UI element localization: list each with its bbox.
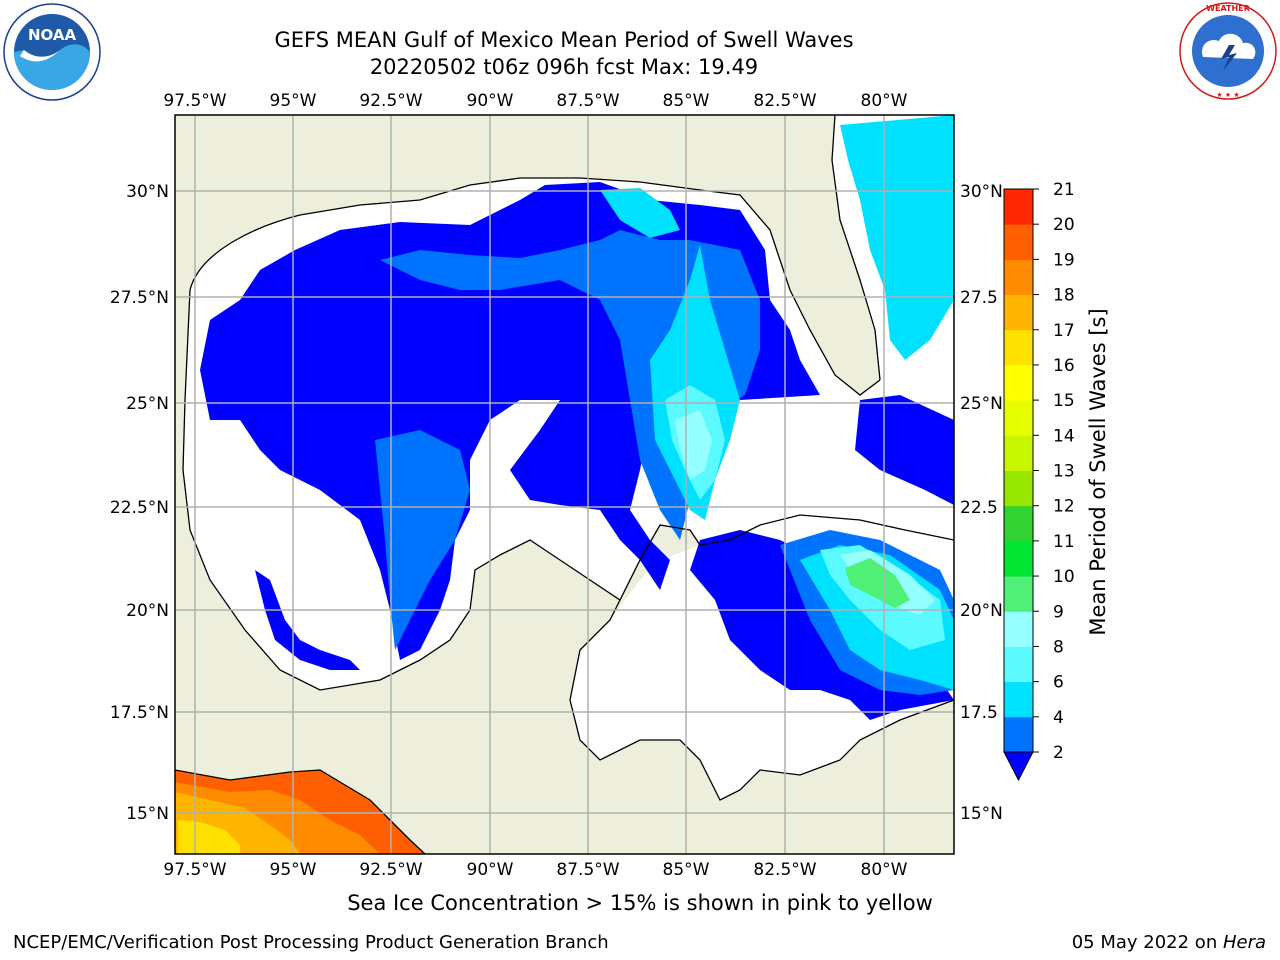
colorbar-segment (1004, 505, 1033, 542)
map-grid (175, 115, 954, 854)
colorbar-tick-label: 11 (1053, 532, 1075, 552)
colorbar-segment (1004, 189, 1033, 225)
colorbar-tick-label: 4 (1053, 708, 1064, 728)
map-frame (174, 114, 955, 855)
colorbar-tick-label: 18 (1053, 286, 1075, 306)
colorbar-segment (1004, 611, 1033, 647)
lon-label: 87.5°W (556, 860, 619, 880)
colorbar-segment (1004, 646, 1033, 683)
lat-label: 30°N (126, 182, 169, 202)
lat-label: 20°N (960, 601, 1003, 621)
colorbar-tick-label: 19 (1053, 250, 1075, 270)
colorbar-segment (1004, 224, 1033, 260)
colorbar-tick-label: 12 (1053, 497, 1075, 517)
svg-text:★ ★ ★: ★ ★ ★ (1216, 91, 1239, 99)
lat-label: 17.5 (960, 703, 998, 723)
colorbar-segment (1004, 716, 1033, 753)
date-text: 05 May 2022 on (1071, 932, 1223, 953)
nws-logo: WEATHER ★ ★ ★ (1179, 2, 1277, 100)
colorbar-segment (1004, 576, 1033, 612)
lon-labels-bottom: 97.5°W 95°W 92.5°W 90°W 87.5°W 85°W 82.5… (163, 860, 907, 880)
colorbar-tick-label: 17 (1053, 321, 1075, 341)
lat-label: 27.5°N (110, 288, 169, 308)
colorbar-segment (1004, 435, 1033, 471)
map-subtitle: 20220502 t06z 096h fcst Max: 19.49 (369, 55, 759, 79)
lon-label: 97.5°W (163, 860, 226, 880)
lon-label: 85°W (663, 860, 710, 880)
colorbar-tick-label: 10 (1053, 567, 1075, 587)
swell-region-4-6s-north (600, 188, 680, 238)
lon-label: 92.5°W (359, 91, 422, 111)
colorbar-segment (1004, 540, 1033, 577)
lat-label: 25°N (126, 394, 169, 414)
colorbar-segment (1004, 400, 1033, 436)
swell-region-2-4s-west (375, 430, 470, 650)
swell-region-blue-east (855, 395, 954, 505)
lon-label: 92.5°W (359, 860, 422, 880)
lat-label: 20°N (126, 601, 169, 621)
florida-coastline (831, 115, 881, 381)
colorbar-segment (1004, 364, 1033, 401)
colorbar-segment (1004, 470, 1033, 507)
svg-text:WEATHER: WEATHER (1206, 4, 1250, 13)
lon-label: 97.5°W (163, 91, 226, 111)
lat-label: 22.5 (960, 498, 998, 518)
sea-ice-note: Sea Ice Concentration > 15% is shown in … (347, 891, 933, 915)
swell-region-2-4s (380, 230, 760, 540)
colorbar-segment (1004, 294, 1033, 331)
swell-region-blue-southwest (255, 570, 360, 670)
colorbar-tick-label: 2 (1053, 743, 1064, 763)
colorbar-segment (1004, 329, 1033, 366)
lat-label: 15°N (126, 804, 169, 824)
colorbar-tick-label: 20 (1053, 215, 1075, 235)
machine-name: Hera (1222, 932, 1266, 953)
lat-label: 27.5 (960, 288, 998, 308)
lat-label: 30°N (960, 182, 1003, 202)
lat-label: 22.5°N (110, 498, 169, 518)
colorbar-segment (1004, 259, 1033, 296)
colorbar-tick-label: 9 (1053, 602, 1064, 622)
lon-label: 85°W (663, 91, 710, 111)
lon-label: 82.5°W (753, 860, 816, 880)
colorbar-tick-label: 8 (1053, 637, 1064, 657)
lat-label: 15°N (960, 804, 1003, 824)
colorbar-segment (1004, 681, 1033, 718)
swell-region-8-9s (675, 410, 712, 480)
colorbar-tick-label: 6 (1053, 673, 1064, 693)
swell-region-pacific-16s (178, 820, 240, 854)
colorbar-tick-label: 13 (1053, 462, 1075, 482)
lon-label: 90°W (467, 91, 514, 111)
swell-region-4-6s-atlantic (840, 115, 954, 360)
lat-label: 25°N (960, 394, 1003, 414)
lon-label: 95°W (270, 91, 317, 111)
colorbar-extend (1003, 751, 1034, 782)
lon-label: 90°W (467, 860, 514, 880)
gulf-coastline (182, 177, 954, 691)
lon-labels-top: 97.5°W 95°W 92.5°W 90°W 87.5°W 85°W 82.5… (163, 91, 907, 111)
lat-label: 17.5°N (110, 703, 169, 723)
pacific-coastline (175, 769, 426, 854)
colorbar-tick-label: 21 (1053, 180, 1075, 200)
colorbar: 2 4 6 8 9 10 11 12 13 14 15 16 17 18 19 20 21 (1003, 180, 1075, 782)
swell-region-9-10s (845, 558, 910, 608)
lon-label: 80°W (861, 860, 908, 880)
lon-label: 82.5°W (753, 91, 816, 111)
yucatan-coastline (569, 599, 954, 801)
colorbar-tick-label: 16 (1053, 356, 1075, 376)
colorbar-tick-label: 14 (1053, 426, 1075, 446)
map-title: GEFS MEAN Gulf of Mexico Mean Period of … (274, 28, 854, 52)
date-stamp: 05 May 2022 on Hera (1072, 932, 1266, 953)
lat-labels-left: 30°N 27.5°N 25°N 22.5°N 20°N 17.5°N 15°N (110, 182, 169, 824)
colorbar-tick-label: 15 (1053, 391, 1075, 411)
noaa-logo-text: NOAA (28, 26, 77, 44)
lon-label: 80°W (861, 91, 908, 111)
credit-text: NCEP/EMC/Verification Post Processing Pr… (13, 932, 609, 953)
noaa-logo: NOAA (3, 3, 101, 101)
lon-label: 95°W (270, 860, 317, 880)
lat-labels-right: 30°N 27.5 25°N 22.5 20°N 17.5 15°N (960, 182, 1003, 824)
colorbar-label: Mean Period of Swell Waves [s] (1086, 308, 1110, 635)
lon-label: 87.5°W (556, 91, 619, 111)
